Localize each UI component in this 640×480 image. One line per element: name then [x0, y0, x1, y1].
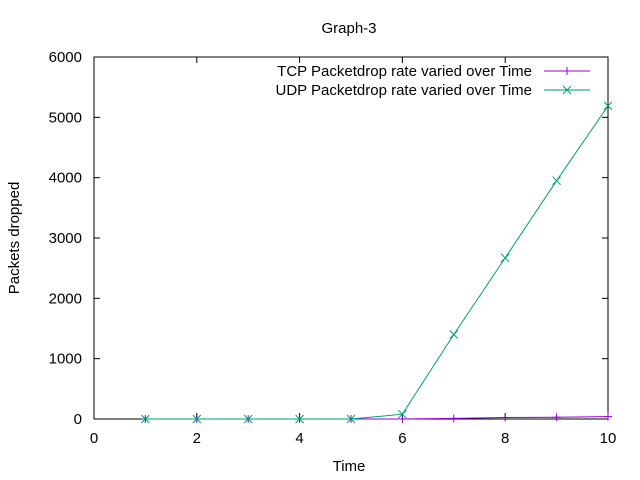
data-point — [295, 414, 304, 424]
y-tick-label: 4000 — [49, 170, 82, 187]
data-point — [398, 409, 407, 419]
marker-stroke — [603, 101, 613, 111]
x-tick-label: 2 — [193, 430, 201, 447]
data-point — [141, 414, 150, 424]
marker-stroke — [141, 414, 150, 424]
marker-stroke — [243, 414, 253, 424]
data-point — [449, 414, 458, 423]
series-line-2 — [145, 105, 609, 420]
y-tick-label: 5000 — [49, 109, 82, 126]
marker-stroke — [562, 85, 572, 95]
x-axis-title: Time — [333, 458, 366, 475]
y-tick-label: 0 — [74, 411, 82, 428]
marker-stroke — [346, 414, 356, 424]
marker-stroke — [398, 409, 407, 419]
legend-marker-1 — [563, 67, 571, 75]
chart-title: Graph-3 — [321, 20, 376, 37]
y-tick-label: 3000 — [49, 230, 82, 247]
marker-stroke — [500, 253, 510, 263]
data-point — [346, 414, 356, 424]
y-axis-title: Packets dropped — [6, 182, 23, 295]
marker-stroke — [295, 414, 304, 424]
legend-marker-2 — [562, 85, 572, 95]
data-point — [552, 176, 561, 186]
data-point — [552, 413, 561, 422]
data-point — [604, 412, 612, 421]
y-tick-label: 1000 — [49, 351, 82, 368]
plot-area: 0 2 4 6 8 10 0 1000 2000 3000 4000 5000 6000 — [49, 49, 617, 447]
x-tick-label: 0 — [90, 430, 98, 447]
data-point — [500, 253, 510, 263]
marker-stroke — [552, 176, 561, 186]
data-point — [192, 414, 202, 424]
legend: TCP Packetdrop rate varied over Time UDP … — [275, 63, 590, 99]
x-tick-label: 10 — [600, 430, 617, 447]
data-point — [243, 414, 253, 424]
x-tick-label: 4 — [295, 430, 303, 447]
data-point — [501, 413, 510, 422]
marker-stroke — [192, 414, 202, 424]
marker-stroke — [449, 330, 459, 339]
y-tick-label: 2000 — [49, 290, 82, 307]
data-point — [398, 415, 407, 423]
data-point — [603, 101, 613, 111]
y-tick-label: 6000 — [49, 49, 82, 66]
legend-label-2: UDP Packetdrop rate varied over Time — [275, 82, 532, 99]
x-tick-label: 8 — [501, 430, 509, 447]
legend-label-1: TCP Packetdrop rate varied over Time — [277, 63, 532, 80]
data-point — [449, 330, 459, 339]
x-tick-label: 6 — [398, 430, 406, 447]
